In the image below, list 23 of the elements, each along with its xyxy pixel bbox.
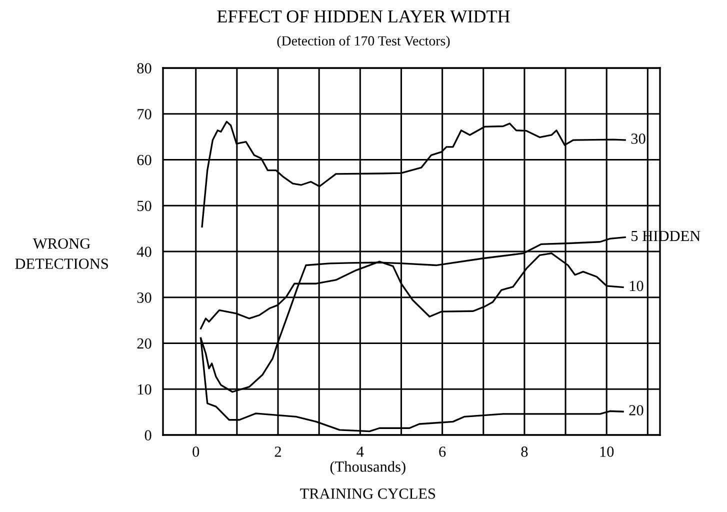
y-tick-label: 30 — [137, 292, 152, 303]
series-label: 30 — [631, 134, 646, 144]
series-label: 10 — [630, 280, 644, 292]
y-tick-label: 70 — [138, 109, 152, 120]
chart-subtitle: (Detection of 170 Test Vectors) — [277, 36, 450, 48]
y-tick-label: 10 — [138, 384, 152, 395]
chart-title: EFFECT OF HIDDEN LAYER WIDTH — [217, 10, 510, 23]
x-tick-label: 2 — [274, 446, 281, 457]
y-axis-title: WRONG DETECTIONS — [15, 238, 108, 269]
text: (Thousands) — [330, 461, 406, 475]
y-tick-label: 40 — [136, 246, 152, 257]
series-label: 20 — [629, 405, 644, 416]
y-tick-label: 20 — [137, 338, 152, 349]
x-tick-label: 0 — [192, 446, 200, 457]
x-tick-label: 6 — [439, 446, 446, 457]
y-tick-label: 50 — [138, 200, 152, 212]
x-axis-title: TRAINING CYCLES — [300, 488, 436, 499]
x-tick-label: 8 — [521, 446, 528, 457]
x-tick-label: 10 — [600, 446, 614, 457]
x-tick-label: 4 — [356, 446, 364, 457]
y-tick-label: 0 — [144, 430, 152, 440]
y-tick-label: 80 — [137, 63, 152, 74]
y-tick-label: 60 — [137, 154, 152, 166]
